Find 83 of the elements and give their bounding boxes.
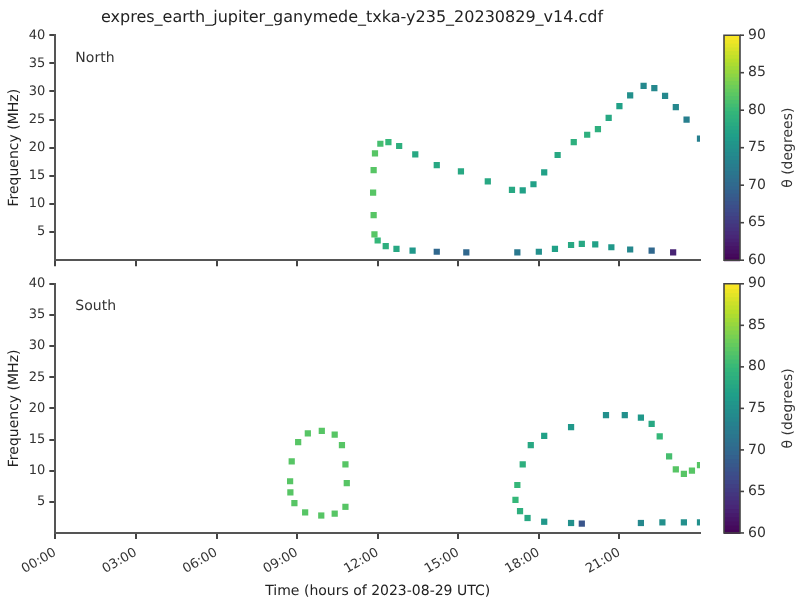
point [393, 245, 400, 253]
point [608, 244, 615, 251]
point [287, 489, 294, 496]
point [592, 241, 599, 248]
point [463, 249, 470, 256]
point [370, 212, 377, 219]
point [605, 114, 612, 121]
point [680, 470, 687, 477]
point [302, 509, 309, 516]
point [627, 246, 634, 253]
point [683, 116, 690, 123]
point [371, 231, 378, 238]
point [370, 167, 377, 174]
point [291, 499, 298, 507]
point [409, 247, 416, 254]
point [672, 104, 679, 111]
point [670, 249, 677, 256]
point [648, 247, 655, 254]
point [318, 512, 325, 519]
point [519, 187, 526, 194]
point [578, 240, 585, 247]
point [666, 453, 673, 460]
point [541, 169, 548, 176]
point [369, 189, 377, 196]
point [541, 518, 548, 525]
point [567, 241, 575, 249]
point [527, 442, 534, 449]
point [535, 248, 542, 255]
point [304, 430, 311, 437]
point [680, 519, 687, 526]
point [567, 423, 575, 431]
point [541, 432, 548, 439]
point [651, 84, 658, 92]
point [656, 433, 663, 440]
point [484, 178, 491, 185]
point [530, 181, 537, 188]
point [584, 131, 591, 138]
point [524, 514, 531, 522]
point [514, 481, 521, 489]
point [648, 420, 655, 428]
point [371, 150, 379, 157]
point [338, 442, 346, 449]
point [457, 168, 465, 175]
point [594, 126, 602, 133]
point [396, 142, 403, 150]
point [621, 412, 628, 419]
point [659, 519, 666, 526]
point [288, 458, 295, 465]
point [377, 140, 384, 147]
point [433, 162, 440, 169]
point [570, 138, 577, 146]
point [627, 92, 634, 99]
point [514, 249, 521, 256]
point [382, 243, 389, 250]
point [286, 478, 294, 485]
point [637, 519, 645, 527]
point [672, 466, 679, 473]
point [433, 248, 440, 255]
point [331, 431, 338, 438]
point [554, 151, 561, 159]
point [616, 102, 623, 110]
point [342, 503, 349, 510]
point [508, 186, 516, 193]
point [661, 92, 669, 100]
point [688, 467, 696, 474]
point [578, 520, 585, 527]
point [516, 508, 524, 515]
point [318, 427, 325, 434]
point [512, 496, 519, 504]
point [551, 245, 559, 253]
point [412, 151, 419, 158]
point [640, 82, 647, 89]
chart-title: expres_earth_jupiter_ganymede_txka-y235_20230829_v14.cdf [100, 7, 604, 26]
point [374, 237, 381, 244]
point [331, 510, 338, 517]
point [295, 438, 302, 446]
point [637, 414, 645, 421]
point [342, 461, 349, 468]
point [519, 461, 526, 468]
point [602, 412, 610, 419]
point [385, 138, 392, 146]
point [343, 480, 350, 487]
point [567, 519, 575, 527]
